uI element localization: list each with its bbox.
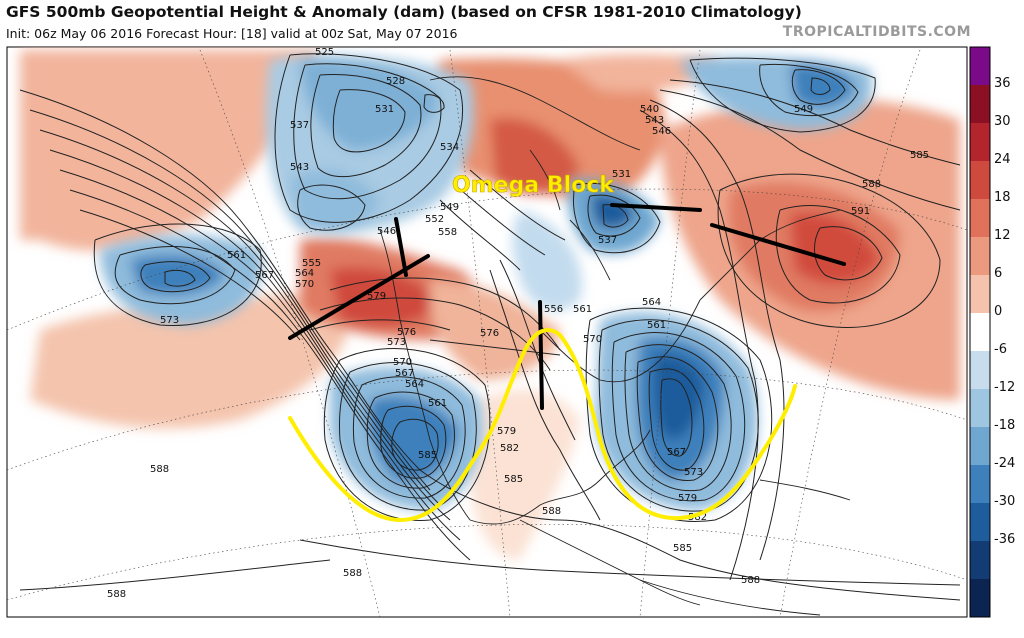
height-label: 546 bbox=[652, 126, 671, 137]
colorbar-tick-label: -12 bbox=[994, 380, 1016, 395]
height-label: 588 bbox=[150, 464, 169, 475]
colorbar-swatch bbox=[970, 503, 990, 542]
omega-block-label: Omega Block bbox=[452, 173, 615, 198]
negative-anomaly-fields bbox=[100, 55, 872, 510]
height-label: 556 bbox=[544, 304, 563, 315]
colorbar-swatch bbox=[970, 579, 990, 618]
trough-axis-northeast bbox=[610, 203, 702, 212]
height-label: 570 bbox=[295, 279, 314, 290]
colorbar-tick-label: 0 bbox=[994, 304, 1003, 319]
height-label: 540 bbox=[640, 104, 659, 115]
height-label: 576 bbox=[397, 327, 416, 338]
height-label: 561 bbox=[573, 304, 592, 315]
height-label: 579 bbox=[497, 426, 516, 437]
map-title: GFS 500mb Geopotential Height & Anomaly … bbox=[6, 3, 802, 21]
omega-block-outline bbox=[288, 328, 797, 523]
colorbar-tick-label: -36 bbox=[994, 532, 1016, 547]
height-label: 588 bbox=[107, 589, 126, 600]
height-label: 588 bbox=[343, 568, 362, 579]
colorbar-swatch bbox=[970, 161, 990, 200]
colorbar-swatch bbox=[970, 389, 990, 428]
colorbar-tick-label: -6 bbox=[994, 342, 1007, 357]
height-label: 570 bbox=[393, 357, 412, 368]
height-label: 561 bbox=[647, 320, 666, 331]
colorbar bbox=[969, 46, 991, 618]
brand-watermark: TROPICALTIDBITS.COM bbox=[782, 24, 971, 40]
height-label: 576 bbox=[480, 328, 499, 339]
colorbar-swatch bbox=[970, 123, 990, 162]
positive-anomaly-fields bbox=[20, 50, 960, 560]
height-label: 543 bbox=[290, 162, 309, 173]
height-label: 585 bbox=[673, 543, 692, 554]
height-labels: 525 528 531 537 543 534 549 552 558 546 … bbox=[107, 47, 929, 600]
height-label: 561 bbox=[428, 398, 447, 409]
colorbar-swatch bbox=[970, 313, 990, 352]
colorbar-tick-label: 30 bbox=[994, 114, 1011, 129]
height-label: 564 bbox=[405, 379, 424, 390]
height-label: 579 bbox=[367, 291, 386, 302]
height-label: 573 bbox=[387, 337, 406, 348]
height-label: 579 bbox=[678, 493, 697, 504]
height-label: 549 bbox=[794, 104, 813, 115]
colorbar-swatch bbox=[970, 541, 990, 580]
colorbar-swatch bbox=[970, 47, 990, 86]
colorbar-frame bbox=[969, 46, 991, 618]
height-label: 537 bbox=[290, 120, 309, 131]
height-label: 537 bbox=[598, 235, 617, 246]
height-label: 561 bbox=[227, 250, 246, 261]
height-label: 567 bbox=[395, 368, 414, 379]
height-label: 558 bbox=[438, 227, 457, 238]
height-label: 531 bbox=[612, 169, 631, 180]
height-label: 567 bbox=[255, 270, 274, 281]
colorbar-tick-label: -18 bbox=[994, 418, 1016, 433]
height-label: 567 bbox=[667, 447, 686, 458]
height-label: 588 bbox=[862, 179, 881, 190]
height-label: 552 bbox=[425, 214, 444, 225]
height-contours bbox=[19, 53, 961, 601]
colorbar-swatch bbox=[970, 199, 990, 238]
height-label: 525 bbox=[315, 47, 334, 58]
height-label: 531 bbox=[375, 104, 394, 115]
height-label: 549 bbox=[440, 202, 459, 213]
height-label: 585 bbox=[504, 474, 523, 485]
axis-lines bbox=[288, 203, 846, 410]
colorbar-tick-label: -30 bbox=[994, 494, 1016, 509]
height-label: 564 bbox=[295, 268, 314, 279]
colorbar-swatch bbox=[970, 351, 990, 390]
height-label: 543 bbox=[645, 115, 664, 126]
height-label: 564 bbox=[642, 297, 661, 308]
height-label: 555 bbox=[302, 258, 321, 269]
height-label: 573 bbox=[160, 315, 179, 326]
height-label: 570 bbox=[583, 334, 602, 345]
colorbar-tick-label: 6 bbox=[994, 266, 1003, 281]
height-label: 588 bbox=[542, 506, 561, 517]
colorbar-swatch bbox=[970, 275, 990, 314]
height-label: 546 bbox=[377, 226, 396, 237]
colorbar-tick-label: -24 bbox=[994, 456, 1016, 471]
grid-lines bbox=[7, 49, 967, 617]
ridge-axis-atlantic bbox=[710, 223, 846, 266]
colorbar-swatch bbox=[970, 85, 990, 124]
colorbar-tick-label: 24 bbox=[994, 152, 1011, 167]
height-label: 585 bbox=[418, 450, 437, 461]
height-label: 591 bbox=[851, 206, 870, 217]
colorbar-swatch bbox=[970, 427, 990, 466]
height-label: 588 bbox=[741, 575, 760, 586]
height-label: 528 bbox=[386, 76, 405, 87]
colorbar-swatch bbox=[970, 465, 990, 504]
height-label: 585 bbox=[910, 150, 929, 161]
colorbar-tick-label: 12 bbox=[994, 228, 1011, 243]
colorbar-tick-label: 36 bbox=[994, 76, 1011, 91]
trough-axis-central bbox=[538, 300, 544, 410]
height-label: 573 bbox=[684, 467, 703, 478]
map-subtitle: Init: 06z May 06 2016 Forecast Hour: [18… bbox=[6, 26, 458, 41]
height-label: 582 bbox=[688, 512, 707, 523]
colorbar-tick-label: 18 bbox=[994, 190, 1011, 205]
colorbar-swatch bbox=[970, 237, 990, 276]
ridge-axis-west-upper bbox=[394, 217, 408, 277]
height-label: 534 bbox=[440, 142, 459, 153]
height-label: 582 bbox=[500, 443, 519, 454]
